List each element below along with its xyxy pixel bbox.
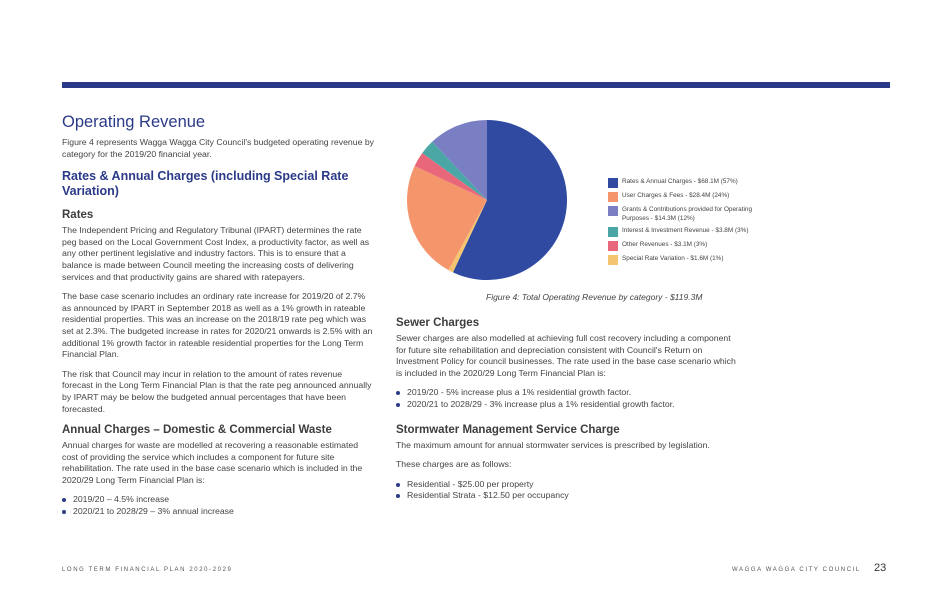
legend-swatch [608,255,618,266]
waste-paragraph: Annual charges for waste are modelled at… [62,440,363,485]
legend-swatch [608,227,618,238]
waste-section-heading: Annual Charges – Domestic & Commercial W… [62,424,332,437]
list-item: 2019/20 – 4.5% increase [62,494,374,506]
stormwater-bullet-list: Residential - $25.00 per property Reside… [396,479,736,502]
chart-legend: Rates & Annual Charges - $68.1M (57%) Us… [608,178,808,269]
list-item-text: 2019/20 - 5% increase plus a 1% resident… [407,387,632,398]
pie-slice [448,200,487,273]
sewer-bullet-list: 2019/20 - 5% increase plus a 1% resident… [396,387,736,410]
legend-swatch [608,192,618,202]
rates-paragraph: The base case scenario includes an ordin… [62,291,373,360]
pie-slice [452,120,567,280]
stormwater-paragraph: The maximum amount for annual stormwater… [396,439,710,450]
legend-label: User Charges & Fees - $28.4M (24%) [622,192,730,199]
rates-subheading: Rates [62,209,94,222]
list-item: Residential Strata - $12.50 per occupanc… [396,490,736,502]
bullet-icon [62,510,66,515]
list-item: 2020/21 to 2028/29 - 3% increase plus a … [396,399,736,411]
list-item: 2019/20 - 5% increase plus a 1% resident… [396,387,736,399]
list-item-text: 2019/20 – 4.5% increase [73,494,170,505]
rates-section-heading: Rates & Annual Charges (including Specia… [62,169,349,199]
legend-label: Special Rate Variation - $1.6M (1%) [622,255,724,263]
list-item-text: 2020/21 to 2028/29 – 3% annual increase [73,506,234,517]
list-item-text: Residential - $25.00 per property [407,478,534,489]
bullet-icon [396,482,400,487]
sewer-section-heading: Sewer Charges [396,317,480,329]
waste-bullet-list: 2019/20 – 4.5% increase 2020/21 to 2028/… [62,494,374,517]
figure-caption: Figure 4: Total Operating Revenue by cat… [486,292,703,302]
rates-paragraph: The Independent Pricing and Regulatory T… [62,225,370,282]
legend-swatch [608,206,618,216]
list-item-text: Residential Strata - $12.50 per occupanc… [407,490,569,501]
right-column: Sewer Charges Sewer charges are also mod… [396,316,736,508]
intro-paragraph: Figure 4 represents Wagga Wagga City Cou… [62,137,375,159]
legend-item: Rates & Annual Charges - $68.1M (57%) [608,178,808,188]
page-number: 23 [874,562,887,574]
sewer-paragraph: Sewer charges are also modelled at achie… [396,333,736,378]
legend-swatch [608,178,618,188]
stormwater-section-heading: Stormwater Management Service Charge [396,423,620,436]
legend-item: Interest & Investment Revenue - $3.8M (3… [608,227,808,238]
revenue-pie-chart [407,120,567,280]
pie-slice [414,152,487,200]
stormwater-paragraph: These charges are as follows: [396,459,512,470]
legend-item: Other Revenues - $3.1M (3%) [608,241,808,252]
bullet-icon [396,494,400,499]
legend-label: Other Revenues - $3.1M (3%) [622,241,708,249]
page-title: Operating Revenue [62,113,206,131]
footer-document-title: LONG TERM FINANCIAL PLAN 2020-2029 [62,567,233,573]
bullet-icon [62,498,66,503]
legend-item: User Charges & Fees - $28.4M (24%) [608,192,808,202]
bullet-icon [396,391,400,396]
rates-paragraph: The risk that Council may incur in relat… [62,368,372,414]
pie-slice [432,120,487,200]
bullet-icon [396,402,400,407]
legend-label: Interest & Investment Revenue - $3.8M (3… [622,227,749,235]
legend-swatch [608,241,618,252]
footer-council-name: WAGGA WAGGA CITY COUNCIL [732,567,861,573]
list-item-text: 2020/21 to 2028/29 - 3% increase plus a … [407,398,675,409]
header-accent-bar [62,82,890,88]
list-item: Residential - $25.00 per property [396,479,736,491]
legend-label: Grants & Contributions provided for Oper… [622,206,753,222]
pie-slice [407,165,487,271]
pie-slice [422,141,487,200]
list-item: 2020/21 to 2028/29 – 3% annual increase [62,506,374,518]
legend-item: Special Rate Variation - $1.6M (1%) [608,255,808,266]
legend-item: Grants & Contributions provided for Oper… [608,206,808,223]
left-column: Operating Revenue Figure 4 represents Wa… [62,112,374,524]
legend-label: Rates & Annual Charges - $68.1M (57%) [622,178,738,185]
